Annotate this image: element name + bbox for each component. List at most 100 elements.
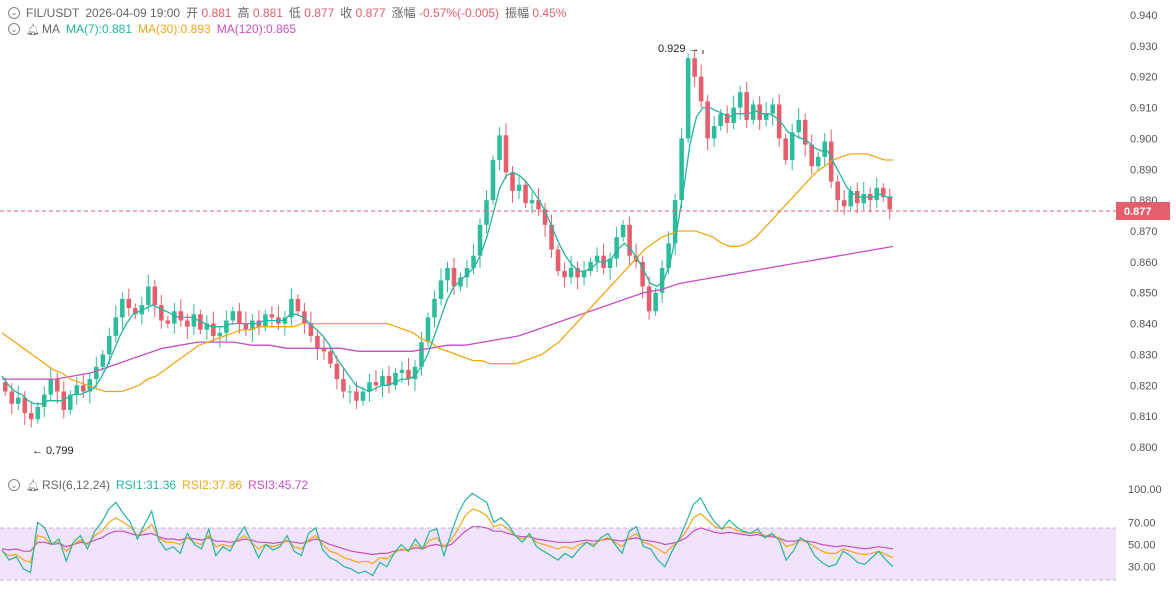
ma7-value: MA(7):0.881: [65, 22, 132, 36]
candle-body: [711, 126, 717, 139]
candle-body: [653, 292, 658, 312]
symbol-label: FIL/USDT: [26, 5, 80, 20]
candle-body: [107, 335, 112, 355]
candle-body: [672, 200, 678, 244]
candle-body: [529, 200, 535, 204]
ma120-value: MA(120):0.865: [216, 22, 297, 36]
candle-body: [718, 113, 723, 127]
candle-body: [659, 268, 665, 293]
candle-body: [237, 311, 242, 324]
candle-body: [477, 224, 483, 256]
candle-body: [607, 258, 613, 269]
candle-body: [646, 286, 652, 312]
candle-body: [100, 354, 106, 367]
candle-body: [328, 351, 333, 364]
candle-body: [380, 376, 385, 386]
candle-body: [386, 376, 392, 386]
candle-body: [15, 397, 21, 404]
candle-body: [789, 132, 795, 161]
collapse-chevron-icon[interactable]: ⌄: [8, 479, 20, 491]
candle-body: [269, 314, 275, 318]
candle-body: [74, 385, 80, 395]
high-label: 高: [237, 6, 250, 20]
ma30-value: MA(30):0.893: [138, 22, 211, 36]
candle-body: [321, 348, 327, 352]
candle-body: [282, 317, 288, 324]
candle-body: [230, 311, 236, 321]
rsi-axis: 100.00 70.00 50.00 30.00: [1128, 484, 1162, 574]
candle-body: [94, 366, 99, 380]
candle-body: [770, 104, 775, 114]
collapse-chevron-icon[interactable]: ⌄: [8, 23, 20, 35]
candle-body: [458, 277, 463, 287]
ma120-line: [2, 245, 894, 380]
candle-body: [191, 314, 197, 327]
candle-body: [796, 119, 801, 133]
candle-body: [334, 363, 340, 380]
candle-body: [2, 382, 8, 392]
candle-body: [445, 268, 450, 281]
candle-body: [620, 224, 626, 238]
candle-body: [848, 190, 854, 207]
candle-body: [562, 271, 567, 278]
candle-body: [679, 138, 684, 201]
candle-body: [68, 394, 73, 410]
candle-body: [360, 391, 366, 401]
candle-body: [536, 200, 541, 210]
ma-label: MA: [41, 22, 60, 36]
candle-body: [243, 323, 249, 330]
candle-body: [588, 261, 593, 272]
close-value: 0.877: [355, 6, 386, 20]
price-axis-tick: 0.890: [1130, 164, 1158, 176]
ma30-line: [1, 153, 893, 393]
candle-body: [302, 311, 307, 324]
candle-body: [113, 317, 119, 336]
close-label: 收: [340, 6, 353, 20]
candle-body: [120, 298, 125, 318]
rsi3-value: RSI3:45.72: [248, 478, 309, 492]
candle-body: [172, 311, 177, 324]
price-axis-tick: 0.930: [1130, 41, 1158, 53]
candle-body: [523, 184, 528, 204]
candle-body: [497, 135, 502, 161]
price-axis-tick: 0.830: [1130, 349, 1158, 361]
rsi2-value: RSI2:37.86: [182, 478, 243, 492]
open-value: 0.881: [201, 6, 232, 20]
candle-body: [490, 160, 496, 201]
candle-body: [341, 379, 346, 392]
open-label: 开: [186, 6, 199, 20]
bell-icon[interactable]: 🔔︎: [26, 23, 40, 36]
candle-body: [315, 335, 320, 349]
candle-body: [666, 243, 671, 269]
candle-body: [581, 271, 587, 278]
ma-legend: ⌄ 🔔︎ MA MA(7):0.881 MA(30):0.893 MA(120)…: [8, 22, 296, 36]
candlesticks: [2, 49, 893, 428]
bell-icon[interactable]: 🔔︎: [26, 479, 40, 492]
candle-body: [887, 197, 893, 210]
candle-body: [594, 255, 600, 262]
price-axis-tick: 0.800: [1130, 442, 1158, 454]
candle-body: [126, 298, 132, 309]
candle-body: [835, 181, 840, 201]
candle-body: [432, 298, 437, 318]
candle-body: [165, 320, 171, 324]
candle-body: [549, 224, 554, 250]
price-axis-tick: 0.900: [1130, 133, 1158, 145]
candle-body: [406, 369, 411, 380]
candle-body: [510, 172, 515, 191]
candle-body: [874, 187, 880, 201]
change-label: 涨幅: [391, 6, 416, 20]
price-axis-tick: 0.870: [1130, 226, 1158, 238]
high-value: 0.881: [252, 6, 283, 20]
candle-body: [419, 342, 424, 367]
candle-body: [178, 311, 184, 321]
candle-body: [347, 391, 353, 393]
rsi1-value: RSI1:31.36: [116, 478, 177, 492]
candle-body: [354, 391, 359, 401]
low-value: 0.877: [304, 6, 335, 20]
candle-body: [698, 76, 704, 102]
candle-body: [81, 385, 86, 392]
collapse-chevron-icon[interactable]: ⌄: [8, 6, 20, 19]
